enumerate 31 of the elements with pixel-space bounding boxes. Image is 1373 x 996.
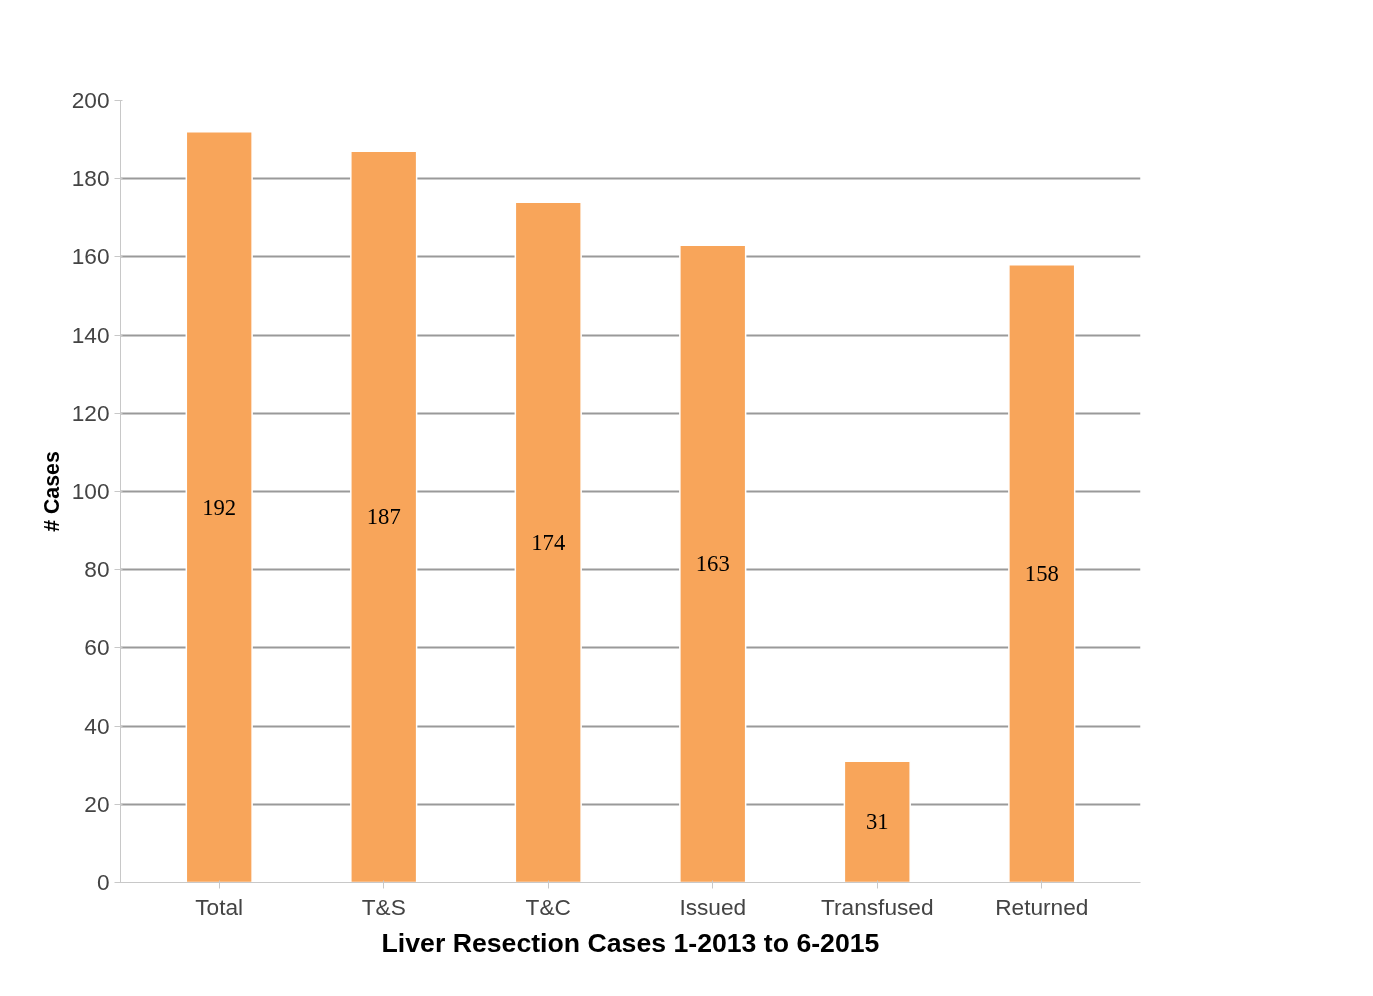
x-tick-label: T&C xyxy=(525,893,571,920)
data-label: 192 xyxy=(202,494,237,520)
y-tick-label: 100 xyxy=(71,478,110,504)
bar xyxy=(514,201,582,883)
y-tick-label: 40 xyxy=(84,712,110,739)
x-tick-label: Returned xyxy=(995,893,1089,920)
y-tick-label: 60 xyxy=(84,634,110,661)
y-tick-label: 160 xyxy=(71,243,110,270)
data-label: 174 xyxy=(531,529,566,555)
data-label: 158 xyxy=(1024,561,1059,587)
bar xyxy=(679,244,747,883)
bar xyxy=(843,760,911,883)
x-tick-label: T&S xyxy=(361,893,406,920)
y-tick-label: 200 xyxy=(71,87,110,113)
y-tick-label: 20 xyxy=(84,790,110,817)
y-tick-label: 80 xyxy=(84,556,110,583)
data-label: 187 xyxy=(366,504,401,530)
x-tick-label: Transfused xyxy=(821,893,934,920)
y-tick-label: 140 xyxy=(71,321,110,348)
bar xyxy=(185,131,253,883)
bar xyxy=(350,150,418,883)
data-label: 163 xyxy=(695,551,730,577)
x-axis-title: Liver Resection Cases 1-2013 to 6-2015 xyxy=(381,927,880,958)
y-axis-title: # Cases xyxy=(39,451,64,532)
y-tick-label: 120 xyxy=(71,399,110,426)
bar xyxy=(1008,263,1076,883)
data-label: 31 xyxy=(865,809,889,835)
y-tick-label: 180 xyxy=(71,165,110,192)
x-tick-label: Total xyxy=(195,893,244,920)
y-tick-label: 0 xyxy=(96,869,110,895)
x-tick-label: Issued xyxy=(679,893,747,920)
